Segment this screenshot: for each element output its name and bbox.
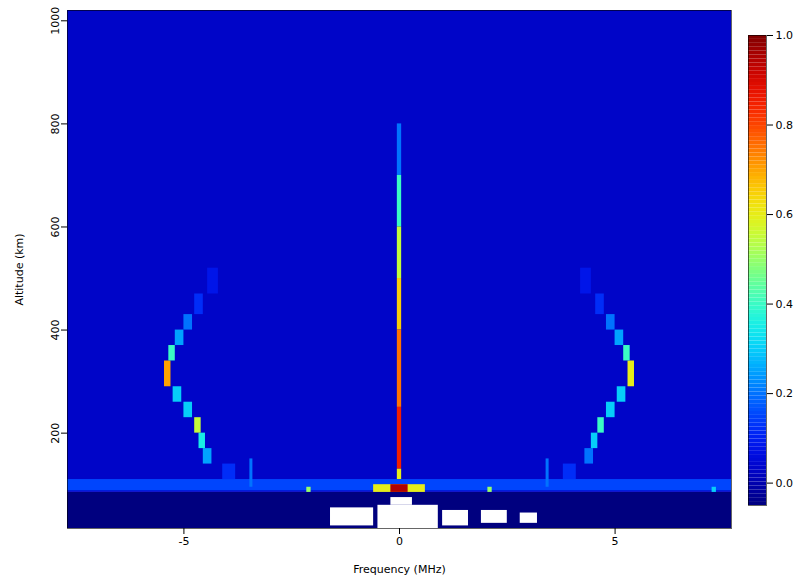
svg-text:600: 600 [49,216,62,237]
svg-text:0.2: 0.2 [776,387,794,400]
svg-text:5: 5 [612,535,619,548]
svg-text:400: 400 [49,320,62,341]
svg-text:200: 200 [49,423,62,444]
svg-text:0.0: 0.0 [776,477,794,490]
svg-text:Altitude (km): Altitude (km) [13,233,26,305]
svg-text:0: 0 [396,535,403,548]
svg-text:800: 800 [49,113,62,134]
svg-text:0.4: 0.4 [776,298,794,311]
svg-text:1000: 1000 [49,7,62,35]
svg-text:-5: -5 [178,535,189,548]
svg-text:0.6: 0.6 [776,208,794,221]
svg-text:1.0: 1.0 [776,29,794,42]
svg-text:0.8: 0.8 [776,119,794,132]
svg-text:Frequency (MHz): Frequency (MHz) [353,563,445,576]
